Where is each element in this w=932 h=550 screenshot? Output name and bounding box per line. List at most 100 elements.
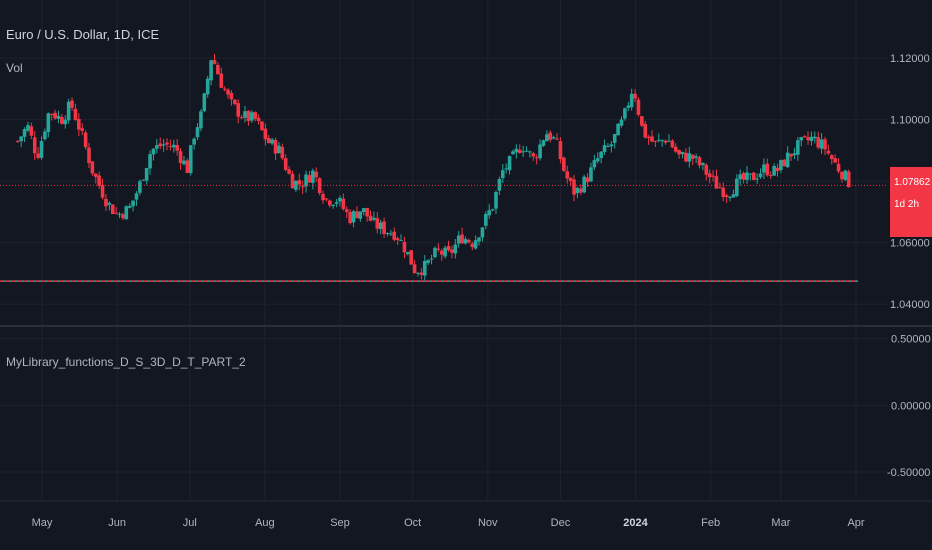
candle-body	[718, 187, 722, 189]
candle-body	[673, 146, 678, 152]
candle-body	[171, 144, 176, 148]
candle-body	[609, 144, 614, 147]
symbol-title[interactable]: Euro / U.S. Dollar, 1D, ICE	[6, 27, 160, 42]
candle-body	[677, 150, 681, 155]
x-tick-label: Sep	[330, 517, 350, 529]
candle-body	[219, 73, 224, 88]
candle-body	[426, 260, 430, 263]
candle-body	[497, 179, 502, 191]
candle-body	[236, 103, 241, 117]
candle-body	[138, 181, 142, 193]
candle-body	[321, 193, 325, 201]
candle-body	[521, 151, 525, 153]
x-tick-label: Aug	[255, 517, 275, 529]
candle-body	[80, 128, 85, 131]
candle-body	[331, 204, 335, 206]
candle-body	[148, 154, 152, 169]
candle-body	[846, 171, 851, 188]
candle-body	[785, 152, 790, 168]
candle-body	[395, 238, 400, 241]
candle-body	[779, 160, 783, 171]
candle-body	[439, 250, 444, 255]
candle-body	[511, 151, 515, 155]
candle-body	[355, 211, 359, 218]
candle-body	[300, 186, 305, 188]
candle-body	[233, 99, 237, 104]
candle-body	[765, 163, 770, 176]
candle-body	[741, 173, 746, 180]
candle-body	[606, 145, 610, 147]
candle-body	[402, 241, 407, 253]
candle-body	[15, 140, 20, 142]
candle-body	[399, 240, 403, 242]
candle-body	[361, 208, 366, 212]
candle-body	[341, 198, 346, 209]
candle-body	[344, 209, 349, 213]
candle-body	[433, 247, 437, 258]
candle-body	[514, 148, 519, 153]
candle-body	[66, 101, 71, 121]
candle-body	[714, 176, 719, 189]
candle-body	[422, 261, 427, 276]
candle-body	[365, 207, 369, 217]
candle-body	[260, 121, 264, 131]
candle-body	[680, 151, 685, 155]
candle-body	[558, 141, 563, 160]
candle-body	[819, 139, 824, 149]
candle-body	[307, 175, 312, 183]
current-price-tag: 1.07862 1d 2h	[890, 167, 932, 237]
candle-body	[792, 153, 797, 156]
candle-body	[585, 177, 590, 183]
candle-body	[266, 138, 271, 143]
axis-labels: 1.120001.100001.080001.060001.040000.500…	[32, 53, 931, 529]
candle-body	[477, 237, 481, 242]
candle-body	[107, 202, 112, 205]
candle-body	[216, 64, 220, 75]
candle-body	[249, 112, 254, 121]
candle-body	[382, 221, 386, 234]
candle-body	[582, 176, 586, 193]
candle-body	[165, 142, 169, 145]
candle-body	[707, 173, 712, 178]
candle-body	[796, 140, 800, 155]
candle-body	[229, 92, 234, 100]
candle-body	[161, 144, 166, 146]
candle-body	[178, 151, 183, 163]
osc-y-tick-label: 0.00000	[891, 400, 931, 412]
candle-body	[155, 145, 159, 149]
candle-body	[799, 137, 804, 141]
volume-label[interactable]: Vol	[6, 61, 23, 75]
candle-body	[660, 140, 664, 142]
candle-body	[487, 210, 492, 216]
candle-body	[280, 146, 285, 159]
candle-body	[840, 171, 844, 180]
candle-body	[670, 140, 675, 148]
candle-body	[751, 172, 756, 181]
candle-body	[46, 113, 51, 133]
candle-body	[141, 179, 146, 181]
candle-body	[389, 233, 393, 235]
indicator-title[interactable]: MyLibrary_functions_D_S_3D_D_T_PART_2	[6, 355, 246, 369]
candle-body	[813, 136, 817, 139]
x-tick-label: Mar	[771, 517, 790, 529]
candle-body	[829, 155, 834, 160]
candle-body	[270, 139, 274, 144]
candle-body	[575, 187, 580, 194]
bar-countdown: 1d 2h	[894, 199, 920, 210]
candle-body	[185, 160, 190, 173]
candle-body	[246, 110, 251, 121]
reference-lines	[0, 184, 888, 282]
candle-body	[650, 136, 654, 142]
candle-body	[239, 117, 244, 119]
candle-body	[127, 206, 132, 208]
candle-body	[456, 235, 461, 244]
candle-body	[507, 156, 512, 171]
candle-body	[39, 141, 44, 158]
candle-body	[806, 137, 810, 141]
candle-body	[562, 157, 566, 171]
x-tick-label: Nov	[478, 517, 498, 529]
candle-body	[348, 212, 352, 224]
candle-body	[528, 151, 532, 153]
candle-body	[595, 158, 600, 162]
